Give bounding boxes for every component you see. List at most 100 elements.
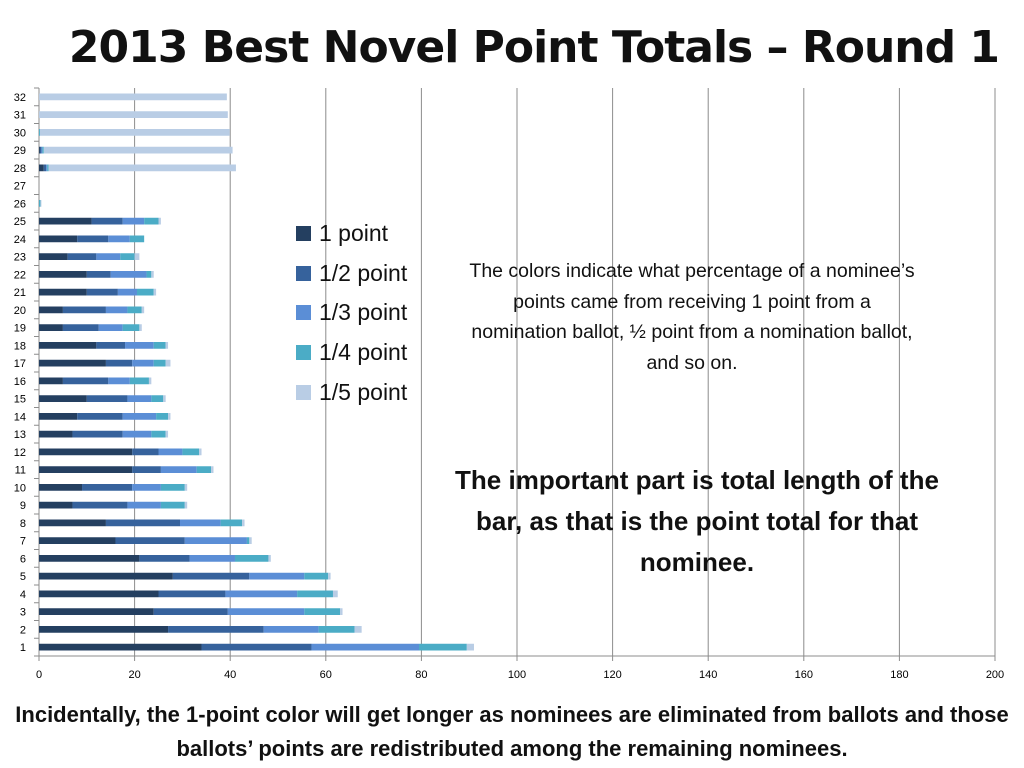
bar-segment [39,111,228,118]
y-tick-label: 11 [15,465,26,477]
y-tick-label: 29 [14,145,26,157]
bar-segment [234,555,269,562]
x-tick-label: 20 [128,669,140,681]
bar-segment [108,235,130,243]
legend-item-third-point: 1/3 point [296,293,407,333]
bar-segment [62,377,109,385]
y-tick-label: 25 [14,216,26,228]
bar-segment [39,129,40,136]
bar-segment [39,608,154,615]
bar-segment [105,306,128,314]
x-tick-label: 80 [415,669,427,681]
legend-label: 1/3 point [319,299,408,326]
bar-segment [172,572,250,580]
legend-label: 1 point [319,220,389,247]
bar-segment [139,555,190,562]
bar-segment [184,537,247,544]
x-tick-label: 200 [986,669,1004,681]
bar-segment [134,253,140,260]
legend-swatch [296,226,311,242]
bar-segment [39,430,73,438]
bar-segment [163,395,166,402]
bar-segment [168,413,171,420]
bar-segment [168,626,264,633]
bar-segment [39,484,83,491]
bar-segment [146,271,152,278]
bar-segment [132,448,159,456]
y-tick-label: 2 [20,624,26,636]
legend-label: 1/5 point [319,378,408,405]
bar-segment [165,342,169,349]
bar-segment [227,608,305,615]
bar-segment [39,217,92,225]
bar-segment [91,217,123,225]
bar-segment [39,271,87,278]
bar-segment [39,288,87,296]
y-tick-label: 22 [14,269,26,281]
bar-segment [39,306,63,314]
bar-segment [39,164,44,172]
bar-segment [39,413,78,420]
x-tick-label: 120 [603,669,621,681]
y-tick-label: 12 [14,447,26,459]
bar-segment [189,555,235,562]
bar-segment [72,501,128,509]
bar-segment [39,537,116,544]
bar-segment [42,146,44,154]
emphasis-note: The important part is total length of th… [455,465,939,577]
bar-segment [39,590,159,598]
legend-item-quarter-point: 1/4 point [296,333,407,373]
bar-segment [158,590,226,598]
bar-segment [304,572,329,580]
y-tick-label: 8 [20,518,26,530]
bar-segment [156,413,169,420]
bar-segment [182,448,200,456]
bar-segment [246,537,250,544]
y-tick-label: 16 [14,376,26,388]
x-tick-label: 140 [699,669,717,681]
bar-segment [122,217,145,225]
y-tick-label: 14 [14,411,26,423]
page-title: 2013 Best Novel Point Totals – Round 1 [68,22,1000,73]
bar-segment [120,253,135,260]
bar-segment [184,484,188,491]
y-tick-label: 31 [14,110,26,122]
bar-segment [141,306,145,314]
bar-segment [160,466,197,473]
y-tick-label: 6 [20,553,26,565]
bar-segment [39,519,106,527]
bar-segment [153,608,228,615]
y-tick-label: 24 [14,234,26,246]
bar-segment [39,342,97,349]
bar-segment [153,288,157,296]
bar-segment [249,572,305,580]
bar-segment [268,555,271,562]
bar-segment [151,271,154,278]
bar-segment [297,590,333,598]
legend-swatch [296,384,311,400]
bar-segment [132,484,161,491]
bar-segment [127,395,152,402]
bar-segment [72,430,123,438]
bar-segment [39,626,169,633]
x-tick-label: 160 [795,669,813,681]
legend: 1 point 1/2 point 1/3 point 1/4 point 1/… [296,214,407,412]
legend-label: 1/2 point [319,259,408,286]
y-tick-label: 23 [14,252,26,264]
bar-segment [43,146,233,154]
bar-segment [225,590,298,598]
legend-swatch [296,265,311,281]
y-tick-label: 17 [14,358,26,370]
bar-segment [39,643,202,651]
y-tick-label: 7 [20,536,26,548]
legend-item-half-point: 1/2 point [296,254,407,294]
bar-segment [39,146,42,154]
bar-segment [132,359,154,367]
y-tick-label: 20 [14,305,26,317]
bar-segment [136,288,154,296]
bar-segment [39,555,140,562]
y-tick-label: 26 [14,198,26,210]
bar-segment [165,359,171,367]
y-tick-label: 30 [14,127,26,139]
